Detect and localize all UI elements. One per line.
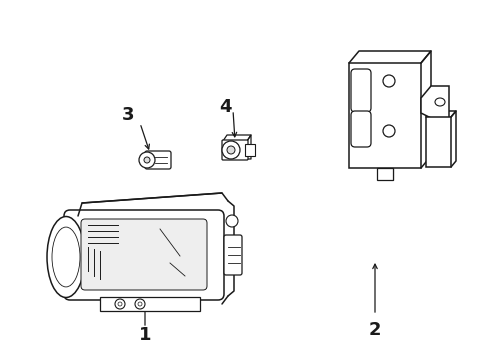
FancyBboxPatch shape	[145, 151, 171, 169]
FancyBboxPatch shape	[81, 219, 207, 290]
Ellipse shape	[52, 227, 80, 287]
Bar	[100, 297, 200, 311]
Circle shape	[226, 215, 238, 227]
Text: 2: 2	[369, 321, 381, 339]
Circle shape	[135, 299, 145, 309]
Circle shape	[144, 157, 150, 163]
FancyBboxPatch shape	[351, 69, 371, 112]
Text: 4: 4	[219, 98, 231, 116]
Circle shape	[222, 141, 240, 159]
Bar	[349, 63, 421, 168]
Circle shape	[139, 152, 155, 168]
Circle shape	[383, 125, 395, 137]
Bar	[377, 168, 393, 180]
Ellipse shape	[435, 98, 445, 106]
Circle shape	[138, 302, 142, 306]
Circle shape	[115, 299, 125, 309]
Circle shape	[227, 146, 235, 154]
FancyBboxPatch shape	[224, 235, 242, 275]
Circle shape	[383, 75, 395, 87]
Circle shape	[118, 302, 122, 306]
Bar	[426, 117, 451, 167]
FancyBboxPatch shape	[351, 111, 371, 147]
Text: 3: 3	[122, 106, 134, 124]
Bar	[245, 144, 255, 156]
Polygon shape	[421, 86, 449, 118]
FancyBboxPatch shape	[222, 140, 248, 160]
Ellipse shape	[47, 216, 85, 297]
FancyBboxPatch shape	[64, 210, 224, 300]
Text: 1: 1	[139, 326, 151, 344]
